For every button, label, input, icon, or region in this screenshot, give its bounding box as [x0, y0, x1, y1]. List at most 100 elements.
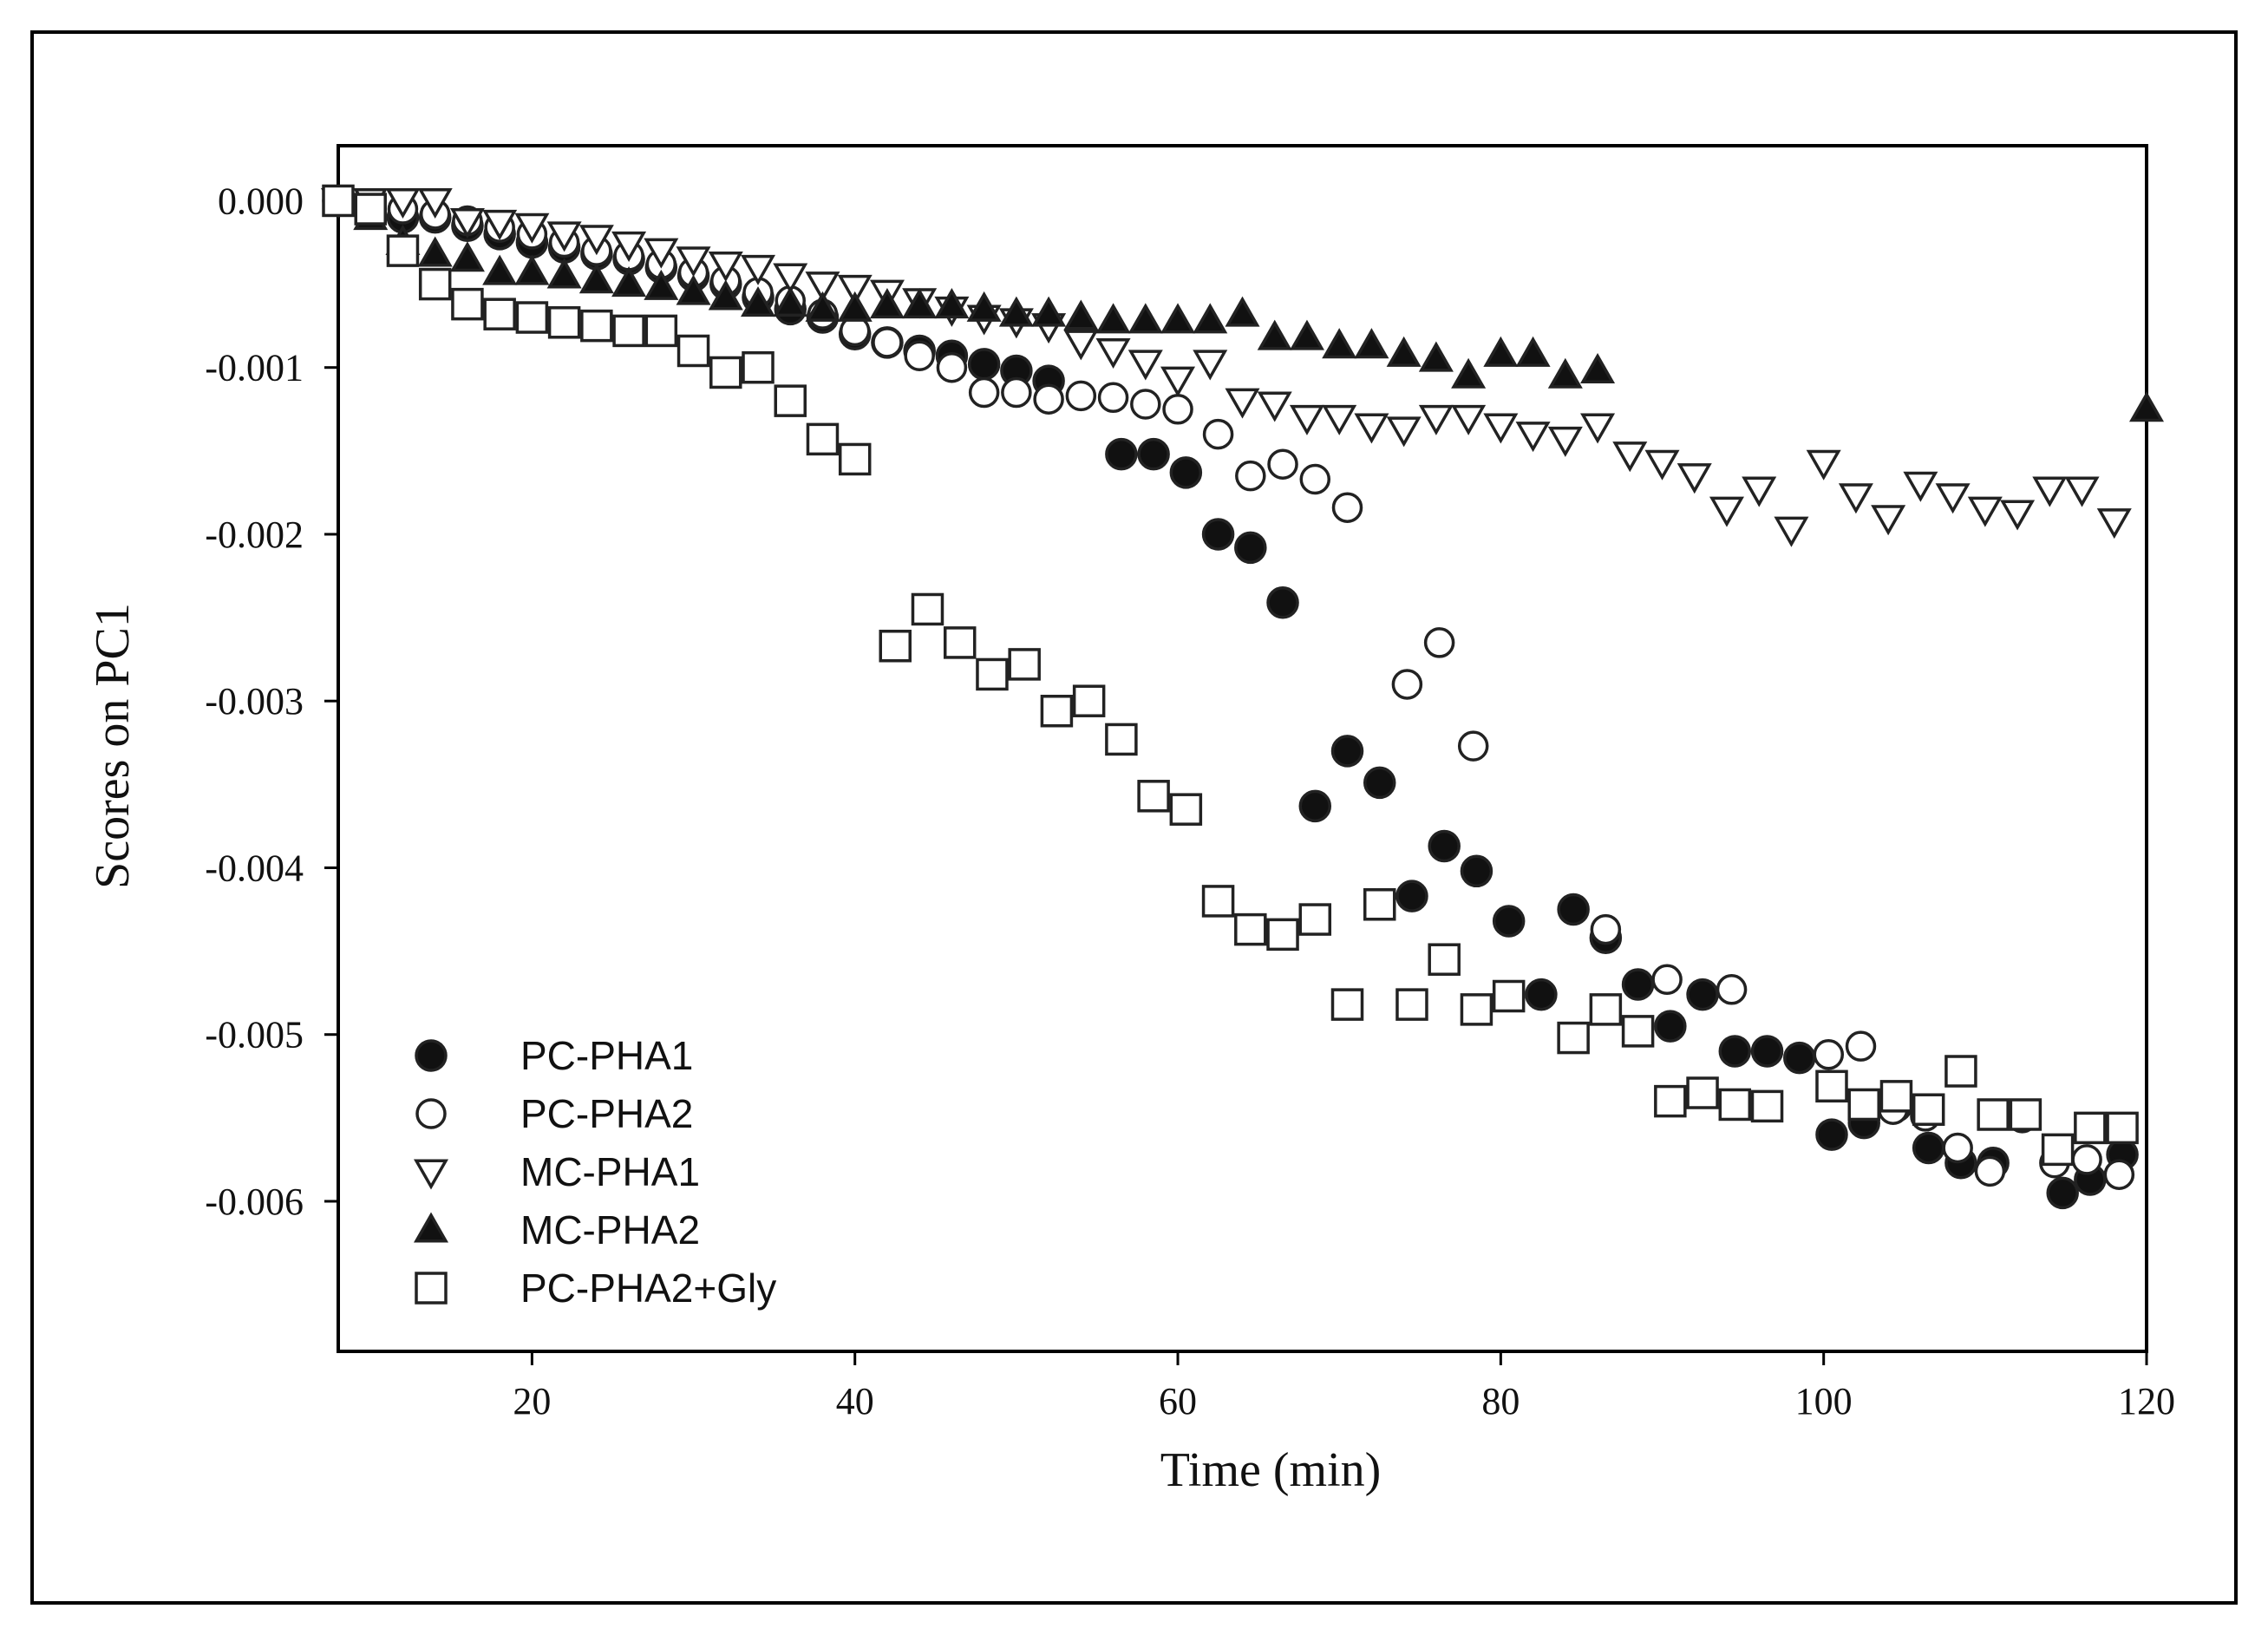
data-point [1235, 460, 1266, 492]
data-point [773, 286, 808, 317]
data-point [482, 254, 518, 285]
data-point [1299, 463, 1331, 495]
data-point [451, 287, 484, 321]
data-point [709, 356, 742, 389]
data-point [1266, 918, 1299, 952]
data-point [1686, 1076, 1719, 1109]
x-axis-title: Time (min) [1160, 1443, 1382, 1497]
chart-frame [30, 30, 2238, 1605]
data-point [1169, 456, 1203, 489]
data-point [1105, 437, 1138, 471]
y-tick-label: -0.003 [205, 680, 304, 723]
data-point [2096, 508, 2132, 540]
data-point [1137, 780, 1170, 813]
data-point [1395, 880, 1428, 912]
data-point [1386, 336, 1422, 367]
data-point [1330, 988, 1364, 1021]
data-point [1298, 789, 1332, 823]
data-point [1201, 518, 1235, 551]
data-point [1483, 413, 1519, 444]
data-point [1935, 483, 1971, 514]
data-point [773, 263, 808, 294]
data-point [611, 231, 647, 262]
data-point [1654, 1084, 1687, 1118]
data-point [2041, 1133, 2075, 1167]
data-point [1742, 476, 1777, 507]
data-point [644, 314, 678, 348]
legend-label: MC-PHA1 [520, 1149, 700, 1194]
data-point [580, 309, 613, 343]
data-point [1621, 1015, 1655, 1048]
data-point [805, 271, 840, 303]
data-point [1193, 303, 1228, 334]
data-point [1063, 330, 1099, 361]
data-point [1322, 404, 1357, 435]
data-point [837, 291, 873, 322]
data-point [1363, 766, 1396, 800]
data-point [2000, 500, 2036, 531]
data-point [1806, 449, 1841, 481]
data-point [1547, 357, 1583, 389]
data-point [1033, 383, 1064, 415]
data-point [1040, 694, 1074, 728]
data-point [1557, 893, 1590, 926]
data-point [1160, 366, 1196, 397]
data-point [546, 258, 582, 289]
data-point [1750, 1089, 1784, 1123]
data-point [644, 269, 679, 300]
data-point [1008, 648, 1041, 681]
data-point [483, 298, 516, 330]
data-point [514, 254, 550, 285]
data-point [1266, 586, 1299, 619]
data-point [611, 266, 647, 298]
data-point [838, 442, 872, 476]
data-point [1483, 336, 1519, 367]
data-point [1391, 669, 1423, 700]
data-point [1234, 531, 1267, 565]
data-point [676, 334, 710, 368]
data-point [872, 327, 903, 358]
data-point [1428, 943, 1461, 976]
data-point [1225, 296, 1260, 327]
data-point [805, 291, 840, 322]
data-point [1815, 1118, 1848, 1151]
data-point [902, 288, 938, 319]
x-tick-label: 60 [1159, 1380, 1197, 1422]
data-point [482, 209, 518, 240]
data-point [1063, 299, 1099, 330]
legend-marker [413, 1212, 449, 1243]
data-point [1813, 1039, 1845, 1070]
data-point [911, 592, 944, 626]
data-point [1418, 341, 1454, 372]
data-point [1718, 1088, 1752, 1122]
y-tick-label: -0.005 [205, 1014, 304, 1056]
data-point [2128, 391, 2165, 422]
data-point [1127, 350, 1163, 381]
series-pc-pha2-gly [322, 184, 2139, 1167]
data-point [943, 626, 977, 659]
data-point [578, 225, 614, 256]
data-point [1457, 730, 1489, 762]
data-point [1716, 974, 1748, 1005]
y-tick-label: -0.001 [205, 347, 304, 389]
data-point [1095, 337, 1131, 370]
data-point [1903, 471, 1938, 502]
plot-area-border [337, 144, 2148, 1353]
x-tick-label: 20 [513, 1380, 551, 1422]
data-point [612, 314, 645, 348]
data-point [837, 274, 873, 305]
data-point [1202, 418, 1234, 450]
x-tick-label: 120 [2118, 1380, 2175, 1422]
data-point [1612, 441, 1648, 473]
data-point [1515, 336, 1551, 367]
data-point [1621, 968, 1655, 1001]
data-point [741, 254, 776, 285]
data-point [936, 351, 968, 383]
data-point [1451, 357, 1487, 389]
data-point [547, 306, 581, 339]
data-point [1942, 1132, 1973, 1164]
data-point [1193, 350, 1228, 381]
legend-marker [415, 1039, 448, 1072]
data-point [2032, 476, 2068, 507]
